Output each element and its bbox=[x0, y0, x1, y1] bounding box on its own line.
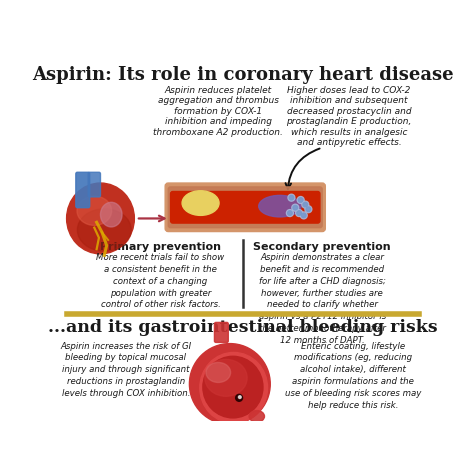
Ellipse shape bbox=[182, 191, 219, 215]
Ellipse shape bbox=[190, 343, 270, 424]
Ellipse shape bbox=[205, 359, 247, 396]
Text: Aspirin demonstrates a clear
benefit and is recommended
for life after a CHD dia: Aspirin demonstrates a clear benefit and… bbox=[259, 253, 386, 345]
Text: More recent trials fail to show
a consistent benefit in the
context of a changin: More recent trials fail to show a consis… bbox=[97, 253, 225, 309]
Ellipse shape bbox=[206, 362, 231, 383]
Circle shape bbox=[289, 195, 294, 200]
Ellipse shape bbox=[249, 411, 264, 422]
Text: Aspirin reduces platelet
aggregation and thrombus
formation by COX-1
inhibition : Aspirin reduces platelet aggregation and… bbox=[154, 86, 283, 137]
Ellipse shape bbox=[203, 356, 263, 418]
Ellipse shape bbox=[100, 202, 122, 227]
Circle shape bbox=[288, 211, 292, 215]
Circle shape bbox=[238, 396, 241, 398]
Ellipse shape bbox=[200, 352, 267, 423]
Circle shape bbox=[301, 213, 306, 218]
Circle shape bbox=[306, 207, 310, 211]
FancyBboxPatch shape bbox=[214, 323, 228, 342]
Circle shape bbox=[236, 394, 243, 401]
Circle shape bbox=[293, 205, 298, 210]
Circle shape bbox=[296, 210, 302, 217]
Circle shape bbox=[302, 201, 309, 208]
Text: Secondary prevention: Secondary prevention bbox=[254, 242, 391, 252]
Circle shape bbox=[288, 194, 295, 201]
Text: Higher doses lead to COX-2
inhibition and subsequent
decreased prostacyclin and
: Higher doses lead to COX-2 inhibition an… bbox=[286, 86, 412, 147]
Circle shape bbox=[303, 202, 308, 207]
Circle shape bbox=[286, 210, 293, 217]
Text: Aspirin increases the risk of GI
bleeding by topical mucosal
injury and through : Aspirin increases the risk of GI bleedin… bbox=[60, 342, 191, 398]
Text: Enteric coating, lifestyle
modifications (eg, reducing
alcohol intake), differen: Enteric coating, lifestyle modifications… bbox=[285, 342, 421, 410]
Circle shape bbox=[292, 204, 299, 211]
FancyBboxPatch shape bbox=[76, 172, 90, 208]
FancyBboxPatch shape bbox=[168, 187, 322, 228]
FancyBboxPatch shape bbox=[88, 172, 100, 197]
FancyBboxPatch shape bbox=[171, 192, 320, 223]
Text: Primary prevention: Primary prevention bbox=[100, 242, 221, 252]
Ellipse shape bbox=[66, 183, 134, 254]
Ellipse shape bbox=[77, 196, 112, 226]
Ellipse shape bbox=[259, 195, 301, 217]
Circle shape bbox=[297, 211, 301, 215]
Circle shape bbox=[298, 198, 303, 202]
Text: ...and its gastrointestinal bleeding risks: ...and its gastrointestinal bleeding ris… bbox=[48, 318, 438, 335]
Text: Aspirin: Its role in coronary heart disease: Aspirin: Its role in coronary heart dise… bbox=[32, 66, 454, 84]
Circle shape bbox=[301, 212, 307, 219]
FancyBboxPatch shape bbox=[165, 183, 325, 232]
Circle shape bbox=[297, 196, 304, 203]
Ellipse shape bbox=[77, 209, 131, 251]
Circle shape bbox=[305, 206, 312, 213]
